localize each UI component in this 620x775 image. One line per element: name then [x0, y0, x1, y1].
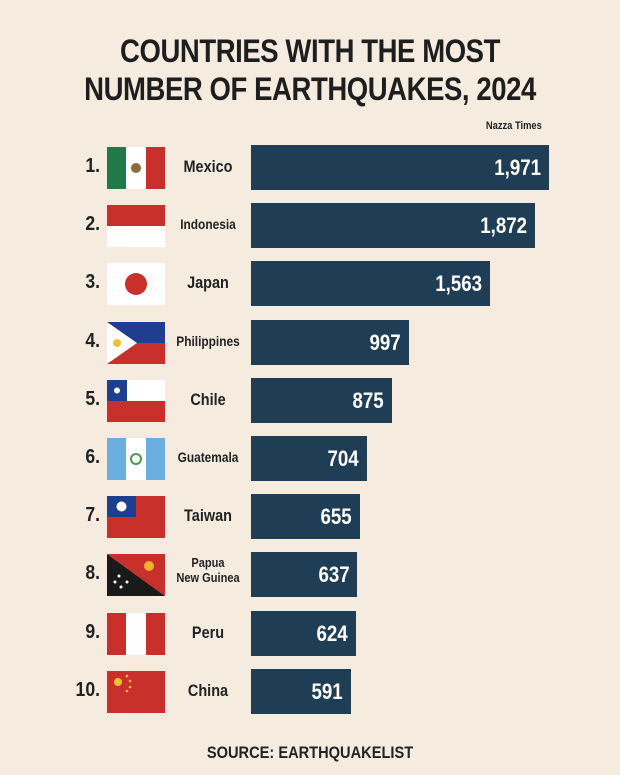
china-flag-icon [107, 670, 165, 713]
bar-japan: 1,563 [251, 261, 491, 307]
country-name-line: Taiwan [184, 506, 232, 526]
guatemala-flag-icon [107, 438, 165, 480]
bar-row-papua-new-guinea: 8. Papua New Guinea 637 [0, 552, 620, 598]
country-name-line: Peru [191, 622, 225, 642]
value-label: 1,563 [435, 271, 483, 297]
rank-label: 4. [85, 329, 100, 352]
value-label: 997 [369, 329, 402, 355]
value-label: 591 [311, 678, 343, 704]
category-label: Japan [173, 273, 243, 293]
value-label: 655 [320, 504, 352, 530]
philippines-flag-icon [107, 321, 165, 364]
bar-papua-new-guinea: 637 [251, 552, 358, 598]
bar-chile: 875 [251, 377, 392, 423]
bar-row-chile: 5. Chile 875 [0, 377, 620, 424]
bar-peru: 624 [251, 610, 356, 656]
peru-flag-icon [107, 612, 165, 655]
country-name-line: New Guinea [176, 570, 240, 586]
bar-philippines: 997 [251, 319, 410, 365]
bar-mexico: 1,971 [251, 145, 549, 190]
value-label: 624 [316, 620, 348, 646]
country-name-line: China [187, 680, 229, 700]
category-label: Indonesia [173, 216, 243, 232]
rank-label: 7. [85, 504, 100, 527]
country-name-line: Philippines [176, 332, 240, 349]
category-label: Papua New Guinea [173, 555, 243, 585]
title-line-1: COUNTRIES WITH THE MOST [120, 33, 500, 69]
credit-label: Nazza Times [486, 120, 542, 132]
source-label: SOURCE: EARTHQUAKELIST [206, 743, 414, 762]
rank-label: 10. [75, 678, 100, 701]
country-name-line: Chile [190, 389, 226, 409]
country-name-line: Papua [191, 555, 225, 571]
country-name-line: Mexico [183, 157, 233, 176]
bar-guatemala: 704 [251, 436, 368, 481]
rank-label: 8. [85, 562, 100, 585]
chile-flag-icon [107, 379, 165, 422]
bar-row-taiwan: 7. Taiwan 655 [0, 494, 620, 540]
chart-title: COUNTRIES WITH THE MOST NUMBER OF EARTHQ… [43, 32, 576, 108]
category-label: Mexico [173, 157, 243, 177]
mexico-flag-icon [107, 147, 165, 189]
rank-label: 9. [85, 620, 100, 643]
bar-row-japan: 3. Japan 1,563 [0, 261, 620, 307]
rank-label: 1. [85, 155, 100, 177]
papua-new-guinea-flag-icon [107, 554, 165, 597]
value-label: 1,872 [479, 213, 527, 239]
value-label: 637 [318, 562, 350, 588]
category-label: Peru [173, 623, 243, 643]
bar-indonesia: 1,872 [251, 203, 535, 249]
country-name-line: Indonesia [180, 216, 236, 233]
value-label: 704 [327, 446, 360, 471]
rank-label: 5. [85, 387, 100, 410]
bar-row-china: 10. China 591 [0, 668, 620, 715]
category-label: Guatemala [173, 449, 243, 465]
bar-taiwan: 655 [251, 494, 360, 540]
japan-flag-icon [107, 263, 165, 306]
title-line-2: NUMBER OF EARTHQUAKES, 2024 [84, 71, 536, 107]
bar-row-indonesia: 2. Indonesia 1,872 [0, 203, 620, 249]
bar-row-philippines: 4. Philippines 997 [0, 319, 620, 366]
rank-label: 6. [85, 446, 100, 468]
country-name-line: Japan [187, 273, 229, 293]
rank-label: 3. [85, 271, 100, 294]
bar-row-peru: 9. Peru 624 [0, 610, 620, 657]
rank-label: 2. [85, 213, 100, 236]
value-label: 1,971 [494, 155, 541, 180]
bar-china: 591 [251, 668, 351, 714]
indonesia-flag-icon [107, 205, 165, 248]
category-label: China [173, 681, 243, 701]
value-label: 875 [352, 387, 384, 413]
taiwan-flag-icon [107, 496, 165, 539]
category-label: Chile [173, 390, 243, 410]
bar-row-guatemala: 6. Guatemala 704 [0, 436, 620, 482]
country-name-line: Guatemala [177, 449, 239, 465]
category-label: Philippines [173, 333, 243, 349]
category-label: Taiwan [173, 506, 243, 526]
bar-row-mexico: 1. Mexico 1,971 [0, 145, 620, 191]
